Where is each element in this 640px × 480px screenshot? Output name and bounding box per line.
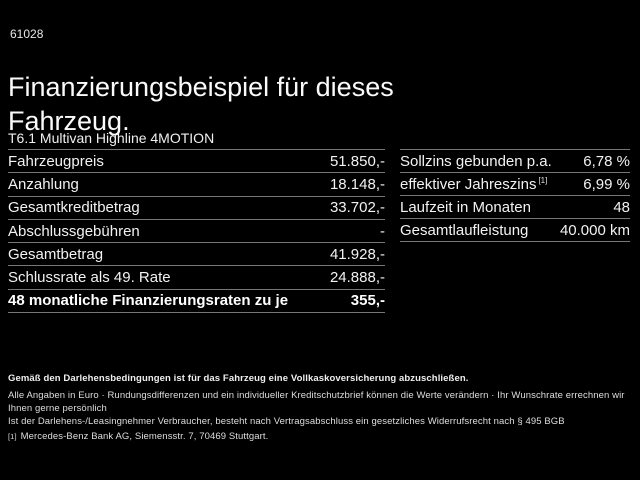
footnote-ref: [1] xyxy=(538,175,548,185)
finance-table-row: Fahrzeugpreis 51.850,- xyxy=(8,149,385,172)
footnote-text: Mercedes-Benz Bank AG, Siemensstr. 7, 70… xyxy=(20,431,269,442)
row-value: 24.888,- xyxy=(329,269,385,287)
row-label: 48 monatliche Finanzierungsraten zu je xyxy=(8,292,289,310)
page-title: Finanzierungsbeispiel für dieses Fahrzeu… xyxy=(8,72,394,137)
conditions-table-row: effektiver Jahreszins [1] 6,99 % xyxy=(400,172,630,195)
conditions-table-row: Gesamtlaufleistung 40.000 km xyxy=(400,218,630,241)
row-label: Gesamtlaufleistung xyxy=(400,221,529,239)
row-value: 6,78 % xyxy=(583,152,630,170)
row-label: Sollzins gebunden p.a. xyxy=(400,152,552,170)
finance-table-row: 48 monatliche Finanzierungsraten zu je 3… xyxy=(8,288,385,312)
row-label: Gesamtbetrag xyxy=(8,245,104,263)
legal-line-disclaimer: Alle Angaben in Euro · Rundungsdifferenz… xyxy=(8,390,625,414)
row-value: 355,- xyxy=(350,292,385,310)
row-value: 51.850,- xyxy=(329,152,385,170)
row-label: Abschlussgebühren xyxy=(8,222,140,240)
legal-footer: Gemäß den Darlehensbedingungen ist für d… xyxy=(8,372,634,443)
finance-table: Fahrzeugpreis 51.850,- Anzahlung 18.148,… xyxy=(8,149,385,314)
offer-code: 61028 xyxy=(10,27,44,41)
row-value: 33.702,- xyxy=(329,199,385,217)
row-label: Gesamtkreditbetrag xyxy=(8,199,140,217)
row-label: Laufzeit in Monaten xyxy=(400,198,531,216)
footnote-marker: [1] xyxy=(8,432,17,441)
row-value: 18.148,- xyxy=(329,175,385,193)
legal-line-withdrawal: Ist der Darlehens-/Leasingnehmer Verbrau… xyxy=(8,416,565,427)
row-value: - xyxy=(380,222,385,240)
finance-table-row: Gesamtkreditbetrag 33.702,- xyxy=(8,195,385,219)
finance-table-row: Schlussrate als 49. Rate 24.888,- xyxy=(8,265,385,288)
row-value: 41.928,- xyxy=(329,245,385,263)
row-value: 6,99 % xyxy=(583,175,630,193)
finance-table-row: Gesamtbetrag 41.928,- xyxy=(8,242,385,265)
footnote-line: [1] Mercedes-Benz Bank AG, Siemensstr. 7,… xyxy=(8,430,634,443)
conditions-table: Sollzins gebunden p.a. 6,78 % effektiver… xyxy=(400,149,630,242)
conditions-table-row: Sollzins gebunden p.a. 6,78 % xyxy=(400,149,630,172)
vehicle-model-label: T6.1 Multivan Highline 4MOTION xyxy=(8,130,215,146)
legal-line-insurance: Gemäß den Darlehensbedingungen ist für d… xyxy=(8,373,469,384)
finance-table-row: Abschlussgebühren - xyxy=(8,218,385,242)
row-value: 40.000 km xyxy=(559,221,630,239)
finance-table-row: Anzahlung 18.148,- xyxy=(8,172,385,195)
row-label: effektiver Jahreszins [1] xyxy=(400,175,548,193)
row-label: Fahrzeugpreis xyxy=(8,152,104,170)
conditions-table-row: Laufzeit in Monaten 48 xyxy=(400,195,630,218)
row-label: Anzahlung xyxy=(8,175,79,193)
row-value: 48 xyxy=(613,198,630,216)
row-label: Schlussrate als 49. Rate xyxy=(8,269,171,287)
